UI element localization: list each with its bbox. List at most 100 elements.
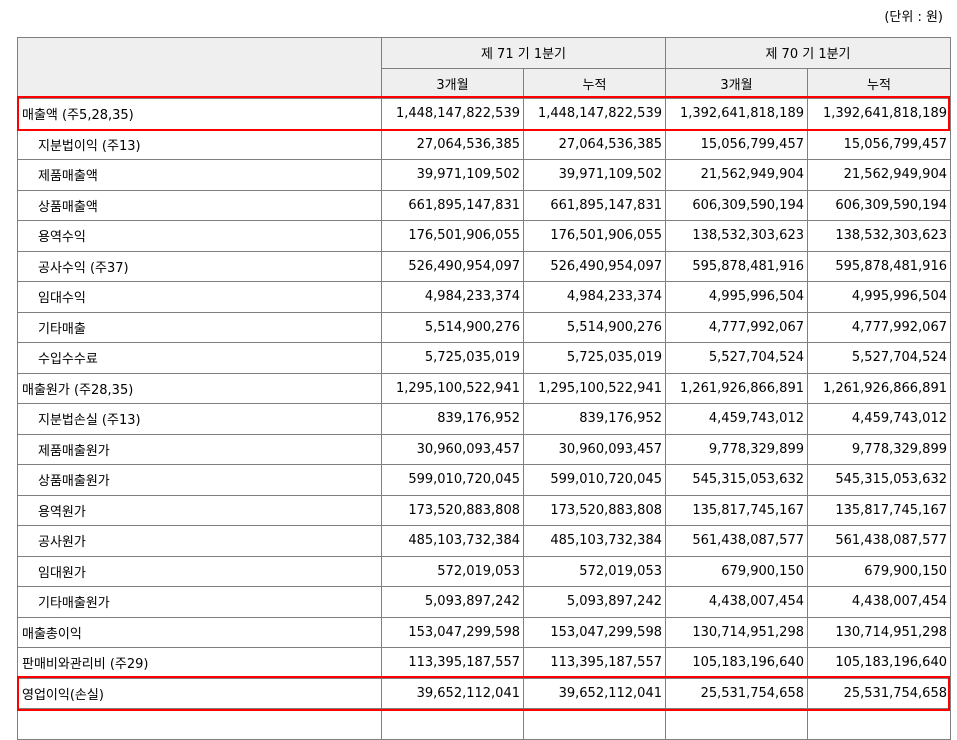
amount-cell: 173,520,883,808 — [523, 494, 666, 526]
amount-cell: 606,309,590,194 — [665, 189, 808, 221]
row-label: 공사원가 — [17, 525, 382, 557]
row-label: 영업이익(손실) — [17, 677, 382, 709]
amount-cell: 39,971,109,502 — [381, 159, 524, 191]
header-period-prior: 제 70 기 1분기 — [665, 37, 951, 69]
amount-cell: 105,183,196,640 — [665, 647, 808, 679]
table-row: 지분법이익 (주13) 27,064,536,385 27,064,536,385 1… — [17, 128, 951, 160]
table-row: 용역수익 176,501,906,055 176,501,906,055 138,53… — [17, 220, 951, 252]
amount-cell: 5,527,704,524 — [665, 342, 808, 374]
amount-cell: 27,064,536,385 — [523, 128, 666, 160]
table-row: 제품매출원가 30,960,093,457 30,960,093,457 9,778,… — [17, 433, 951, 465]
amount-cell: 839,176,952 — [523, 403, 666, 435]
amount-cell: 25,531,754,658 — [807, 677, 951, 709]
amount-cell: 595,878,481,916 — [807, 250, 951, 282]
amount-cell: 4,438,007,454 — [665, 586, 808, 618]
amount-cell: 485,103,732,384 — [381, 525, 524, 557]
table-row: 기타매출 5,514,900,276 5,514,900,276 4,777,992,… — [17, 311, 951, 343]
unit-label: (단위 : 원) — [884, 10, 943, 25]
row-label: 임대수익 — [17, 281, 382, 313]
amount-cell: 21,562,949,904 — [665, 159, 808, 191]
row-label: 기타매출 — [17, 311, 382, 343]
amount-cell: 839,176,952 — [381, 403, 524, 435]
amount-cell: 572,019,053 — [381, 555, 524, 587]
row-label: 지분법손실 (주13) — [17, 403, 382, 435]
table-row: 매출원가 (주28,35) 1,295,100,522,941 1,295,100,… — [17, 372, 951, 404]
amount-cell: 135,817,745,167 — [807, 494, 951, 526]
table-row: 영업이익(손실) 39,652,112,041 39,652,112,041 25,5… — [17, 677, 951, 709]
amount-cell: 21,562,949,904 — [807, 159, 951, 191]
amount-cell: 5,514,900,276 — [381, 311, 524, 343]
amount-cell: 526,490,954,097 — [381, 250, 524, 282]
amount-cell: 4,995,996,504 — [807, 281, 951, 313]
amount-cell: 606,309,590,194 — [807, 189, 951, 221]
amount-cell: 138,532,303,623 — [807, 220, 951, 252]
amount-cell: 30,960,093,457 — [381, 433, 524, 465]
amount-cell: 1,392,641,818,189 — [807, 98, 951, 130]
table-row: 용역원가 173,520,883,808 173,520,883,808 135,81… — [17, 494, 951, 526]
row-label: 상품매출액 — [17, 189, 382, 221]
amount-cell: 5,527,704,524 — [807, 342, 951, 374]
row-label: 수입수수료 — [17, 342, 382, 374]
amount-cell: 1,392,641,818,189 — [665, 98, 808, 130]
amount-cell: 39,652,112,041 — [381, 677, 524, 709]
amount-cell: 25,531,754,658 — [665, 677, 808, 709]
amount-cell: 1,261,926,866,891 — [807, 372, 951, 404]
header-sub-prior-cumulative: 누적 — [807, 67, 951, 99]
amount-cell: 113,395,187,557 — [381, 647, 524, 679]
amount-cell — [807, 708, 951, 740]
row-label: 공사수익 (주37) — [17, 250, 382, 282]
amount-cell: 39,971,109,502 — [523, 159, 666, 191]
amount-cell: 30,960,093,457 — [523, 433, 666, 465]
row-label: 용역원가 — [17, 494, 382, 526]
row-label: 매출액 (주5,28,35) — [17, 98, 382, 130]
table-row: 상품매출액 661,895,147,831 661,895,147,831 606,3… — [17, 189, 951, 221]
row-label: 제품매출액 — [17, 159, 382, 191]
table-row: 판매비와관리비 (주29) 113,395,187,557 113,395,187,… — [17, 647, 951, 679]
row-label: 임대원가 — [17, 555, 382, 587]
row-label — [17, 708, 382, 740]
table-row: 수입수수료 5,725,035,019 5,725,035,019 5,527,704… — [17, 342, 951, 374]
amount-cell: 130,714,951,298 — [665, 616, 808, 648]
table-row: 지분법손실 (주13) 839,176,952 839,176,952 4,459,7… — [17, 403, 951, 435]
amount-cell: 1,295,100,522,941 — [523, 372, 666, 404]
table-row — [17, 708, 951, 740]
income-statement-table: 제 71 기 1분기 제 70 기 1분기 3개월 누적 3개월 누적 매출액 … — [17, 37, 951, 740]
amount-cell: 113,395,187,557 — [523, 647, 666, 679]
table-row: 제품매출액 39,971,109,502 39,971,109,502 21,562,… — [17, 159, 951, 191]
amount-cell — [381, 708, 524, 740]
row-label: 기타매출원가 — [17, 586, 382, 618]
amount-cell: 5,514,900,276 — [523, 311, 666, 343]
header-sub-prior-3m: 3개월 — [665, 67, 808, 99]
amount-cell: 4,995,996,504 — [665, 281, 808, 313]
amount-cell: 138,532,303,623 — [665, 220, 808, 252]
amount-cell: 1,448,147,822,539 — [523, 98, 666, 130]
amount-cell: 15,056,799,457 — [665, 128, 808, 160]
amount-cell: 545,315,053,632 — [665, 464, 808, 496]
amount-cell: 15,056,799,457 — [807, 128, 951, 160]
amount-cell: 9,778,329,899 — [807, 433, 951, 465]
table-row: 매출액 (주5,28,35) 1,448,147,822,539 1,448,147… — [17, 98, 951, 130]
amount-cell: 4,984,233,374 — [523, 281, 666, 313]
table-row: 임대원가 572,019,053 572,019,053 679,900,150 679… — [17, 555, 951, 587]
row-label: 용역수익 — [17, 220, 382, 252]
table-row: 매출총이익 153,047,299,598 153,047,299,598 130,7… — [17, 616, 951, 648]
row-label: 지분법이익 (주13) — [17, 128, 382, 160]
table-row: 공사원가 485,103,732,384 485,103,732,384 561,43… — [17, 525, 951, 557]
amount-cell: 679,900,150 — [665, 555, 808, 587]
amount-cell: 561,438,087,577 — [807, 525, 951, 557]
amount-cell: 4,459,743,012 — [807, 403, 951, 435]
amount-cell: 39,652,112,041 — [523, 677, 666, 709]
amount-cell: 153,047,299,598 — [523, 616, 666, 648]
row-label: 매출총이익 — [17, 616, 382, 648]
header-sub-current-3m: 3개월 — [381, 67, 524, 99]
amount-cell: 526,490,954,097 — [523, 250, 666, 282]
table-row: 공사수익 (주37) 526,490,954,097 526,490,954,097… — [17, 250, 951, 282]
amount-cell — [523, 708, 666, 740]
amount-cell: 27,064,536,385 — [381, 128, 524, 160]
amount-cell: 5,093,897,242 — [523, 586, 666, 618]
row-label: 제품매출원가 — [17, 433, 382, 465]
header-period-current: 제 71 기 1분기 — [381, 37, 666, 69]
table-row: 상품매출원가 599,010,720,045 599,010,720,045 545,… — [17, 464, 951, 496]
amount-cell: 4,777,992,067 — [807, 311, 951, 343]
amount-cell: 5,725,035,019 — [381, 342, 524, 374]
